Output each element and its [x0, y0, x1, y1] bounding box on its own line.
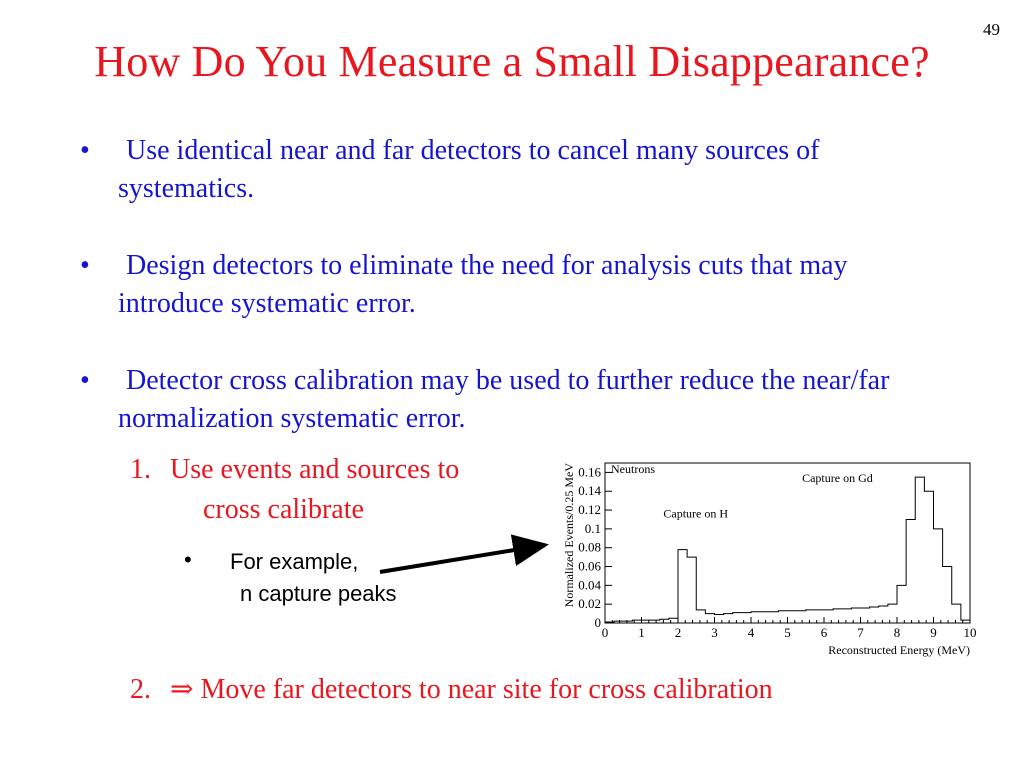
- annotation-capture-gd: Capture on Gd: [802, 471, 873, 485]
- y-tick-label: 0.16: [578, 464, 601, 479]
- bullet-marker: •: [80, 365, 90, 396]
- example-line2: n capture peaks: [240, 581, 397, 606]
- sub-item-1-line1: Use events and sources to: [170, 454, 460, 485]
- y-tick-label: 0: [595, 615, 602, 630]
- example-line1: For example,: [230, 549, 359, 574]
- bullet-item-1: • Use identical near and far detectors t…: [80, 132, 960, 212]
- x-tick-label: 10: [964, 625, 977, 640]
- bullet-text: Use identical near and far detectors to …: [118, 135, 820, 204]
- x-tick-label: 9: [930, 625, 937, 640]
- x-tick-label: 5: [784, 625, 791, 640]
- x-axis-label: Reconstructed Energy (MeV): [828, 643, 970, 657]
- bullet-item-3: • Detector cross calibration may be used…: [80, 362, 960, 442]
- y-tick-label: 0.04: [578, 577, 601, 592]
- example-bullet-marker: •: [184, 547, 192, 572]
- y-tick-label: 0.1: [585, 521, 601, 536]
- y-tick-label: 0.02: [578, 596, 601, 611]
- legend-label: Neutrons: [611, 462, 655, 476]
- x-tick-label: 1: [638, 625, 645, 640]
- x-tick-label: 6: [821, 625, 828, 640]
- x-tick-label: 2: [675, 625, 682, 640]
- bullet-text: Detector cross calibration may be used t…: [118, 365, 890, 434]
- bullet-marker: •: [80, 135, 90, 166]
- x-tick-label: 0: [602, 625, 609, 640]
- annotation-capture-h: Capture on H: [663, 507, 728, 521]
- y-axis-label: Normalized Events/0.25 MeV: [562, 463, 576, 608]
- arrow-line: [379, 534, 549, 574]
- y-tick-label: 0.12: [578, 502, 601, 517]
- bullet-item-2: • Design detectors to eliminate the need…: [80, 247, 960, 327]
- sub-item-1-number: 1.: [130, 454, 151, 485]
- neutron-capture-histogram: 0 1 2 3 4 5 6 7 8 9 1000.020.040.060.080.10.120.14…: [562, 462, 977, 657]
- slide-title: How Do You Measure a Small Disappearance…: [94, 37, 930, 86]
- x-tick-label: 4: [748, 625, 755, 640]
- x-tick-label: 8: [894, 625, 901, 640]
- sub-item-1-line2: cross calibrate: [203, 494, 364, 525]
- sub-item-2-text: ⇒ Move far detectors to near site for cr…: [170, 674, 773, 705]
- sub-item-2-number: 2.: [130, 674, 151, 705]
- x-tick-label: 7: [857, 625, 864, 640]
- histogram-series: [604, 476, 971, 623]
- slide-number: 49: [983, 20, 1000, 39]
- y-tick-label: 0.06: [578, 559, 601, 574]
- y-tick-label: 0.08: [578, 540, 601, 555]
- bullet-text: Design detectors to eliminate the need f…: [118, 250, 848, 319]
- bullet-marker: •: [80, 250, 90, 281]
- x-tick-label: 3: [711, 625, 718, 640]
- y-tick-label: 0.14: [578, 483, 601, 498]
